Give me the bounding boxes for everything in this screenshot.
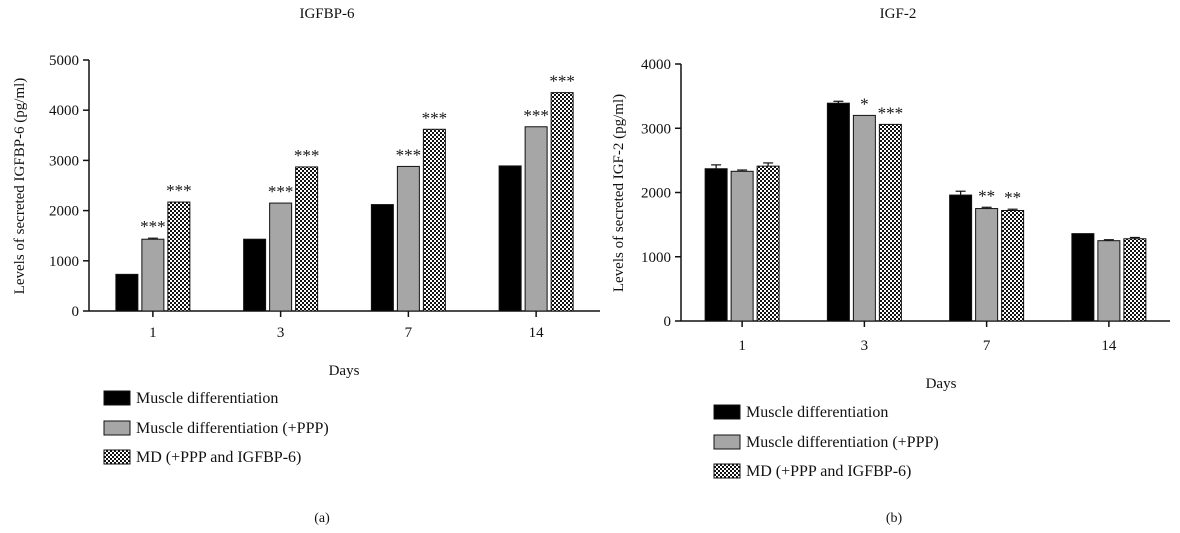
significance-label: ** — [1004, 188, 1021, 207]
chart-panel-b: IGF-2 Levels of secreted IGF-2 (pg/ml) D… — [611, 6, 1170, 526]
panel-label-b: (b) — [886, 511, 903, 526]
y-tick-label: 1000 — [49, 254, 79, 270]
bar — [1001, 209, 1025, 322]
y-tick-label: 3000 — [641, 121, 671, 137]
y-tick-label: 2000 — [49, 204, 79, 220]
chart-title-b: IGF-2 — [880, 6, 917, 22]
significance-label: * — [860, 94, 869, 113]
x-tick-label: 3 — [277, 325, 285, 341]
legend-label: Muscle differentiation (+PPP) — [136, 420, 329, 437]
chart-title-a: IGFBP-6 — [299, 6, 355, 22]
x-axis-label-b: Days — [926, 376, 957, 392]
x-tick-label: 1 — [149, 325, 157, 341]
chart-panel-a: IGFBP-6 Levels of secreted IGFBP-6 (pg/m… — [12, 6, 600, 526]
legend-swatch — [103, 420, 131, 436]
significance-label: *** — [523, 106, 549, 125]
bar — [826, 102, 850, 322]
y-tick-label: 2000 — [641, 186, 671, 202]
bar — [396, 165, 420, 312]
y-tick-label: 0 — [72, 304, 80, 320]
bar — [1071, 233, 1095, 322]
x-tick-label: 7 — [983, 338, 991, 354]
bar — [422, 128, 446, 312]
x-axis-label-a: Days — [329, 363, 360, 379]
bar — [1097, 240, 1121, 322]
bar — [852, 114, 876, 322]
legend-swatch — [103, 449, 131, 465]
bar — [524, 126, 548, 312]
bar — [295, 166, 319, 312]
legend-label: MD (+PPP and IGFBP-6) — [136, 449, 301, 466]
x-tick-label: 1 — [738, 338, 746, 354]
y-axis-label-b: Levels of secreted IGF-2 (pg/ml) — [611, 94, 627, 292]
legend-swatch — [713, 463, 741, 479]
bar — [756, 165, 780, 322]
bar — [269, 202, 293, 312]
bar — [115, 273, 139, 312]
legend-swatch — [103, 390, 131, 406]
bar — [167, 201, 191, 312]
significance-label: *** — [294, 146, 320, 165]
x-tick-label: 7 — [405, 325, 413, 341]
y-tick-label: 0 — [664, 314, 672, 330]
significance-label: *** — [422, 108, 448, 127]
significance-label: *** — [268, 182, 294, 201]
legend-a: Muscle differentiation Muscle differentia… — [103, 390, 329, 466]
bar — [704, 168, 728, 322]
y-tick-label: 3000 — [49, 153, 79, 169]
x-tick-label: 14 — [1101, 338, 1117, 354]
legend-label: Muscle differentiation — [746, 404, 888, 421]
bar — [141, 238, 165, 312]
significance-label: *** — [396, 145, 422, 164]
bar — [949, 194, 973, 322]
significance-label: *** — [878, 103, 904, 122]
y-axis-label-a: Levels of secreted IGFBP-6 (pg/ml) — [12, 78, 28, 295]
legend-label: MD (+PPP and IGFBP-6) — [746, 463, 911, 480]
y-tick-label: 4000 — [641, 57, 671, 73]
bar — [243, 238, 267, 312]
significance-label: *** — [549, 72, 575, 91]
significance-label: *** — [166, 181, 192, 200]
significance-label: ** — [978, 186, 995, 205]
legend-swatch — [713, 404, 741, 420]
bar — [498, 165, 522, 312]
legend-b: Muscle differentiation Muscle differentia… — [713, 404, 939, 480]
bar — [730, 170, 754, 322]
legend-label: Muscle differentiation — [136, 390, 278, 407]
panel-label-a: (a) — [314, 511, 330, 526]
y-tick-label: 1000 — [641, 250, 671, 266]
plot-area-a: 0100020003000400050001******3******7****… — [49, 53, 600, 341]
legend-swatch — [713, 434, 741, 450]
bar — [370, 204, 394, 312]
x-tick-label: 14 — [529, 325, 545, 341]
bar — [550, 92, 574, 312]
significance-label: *** — [140, 217, 166, 236]
y-tick-label: 4000 — [49, 103, 79, 119]
x-tick-label: 3 — [861, 338, 869, 354]
y-tick-label: 5000 — [49, 53, 79, 69]
bar — [975, 208, 999, 322]
bar — [1123, 238, 1147, 322]
legend-label: Muscle differentiation (+PPP) — [746, 434, 939, 451]
bar — [878, 123, 902, 322]
